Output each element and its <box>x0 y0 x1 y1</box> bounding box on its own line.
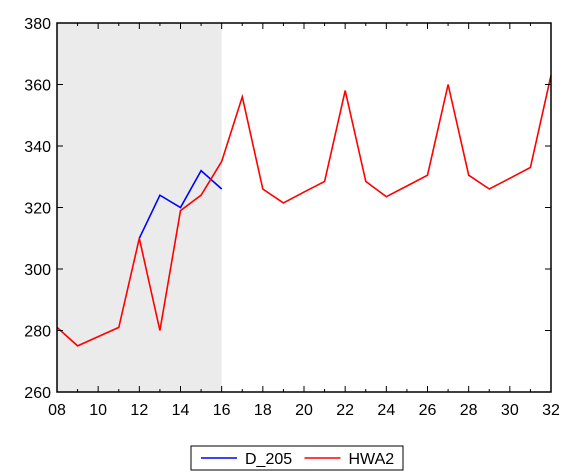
x-tick-label: 14 <box>172 402 190 419</box>
series-line-hwa2 <box>56 75 552 347</box>
x-tick-label: 20 <box>295 402 313 419</box>
x-tick-label: 10 <box>89 402 107 419</box>
x-tick-label: 18 <box>254 402 272 419</box>
shaded-forecast-region <box>57 23 222 392</box>
x-tick-label: 32 <box>542 402 560 419</box>
legend-label: HWA2 <box>349 451 395 468</box>
x-tick-label: 24 <box>377 402 395 419</box>
x-axis: 08 10 12 14 16 18 20 22 24 26 28 30 32 <box>48 23 560 419</box>
y-tick-label: 360 <box>24 78 51 95</box>
x-tick-label: 16 <box>213 402 231 419</box>
x-tick-label: 28 <box>460 402 478 419</box>
y-tick-label: 320 <box>24 201 51 218</box>
series-line-d-205 <box>138 169 223 239</box>
x-tick-label: 12 <box>130 402 148 419</box>
y-tick-label: 280 <box>24 324 51 341</box>
y-tick-label: 380 <box>24 16 51 33</box>
y-tick-label: 340 <box>24 139 51 156</box>
y-axis: 260 280 300 320 340 360 380 <box>24 16 551 402</box>
x-tick-label: 26 <box>419 402 437 419</box>
y-tick-label: 300 <box>24 262 51 279</box>
x-tick-label: 30 <box>501 402 519 419</box>
legend-label: D_205 <box>245 451 292 468</box>
x-tick-label: 08 <box>48 402 66 419</box>
x-tick-label: 22 <box>336 402 354 419</box>
series-layer <box>56 75 552 347</box>
legend: D_205 HWA2 <box>190 445 404 471</box>
y-tick-label: 260 <box>24 385 51 402</box>
